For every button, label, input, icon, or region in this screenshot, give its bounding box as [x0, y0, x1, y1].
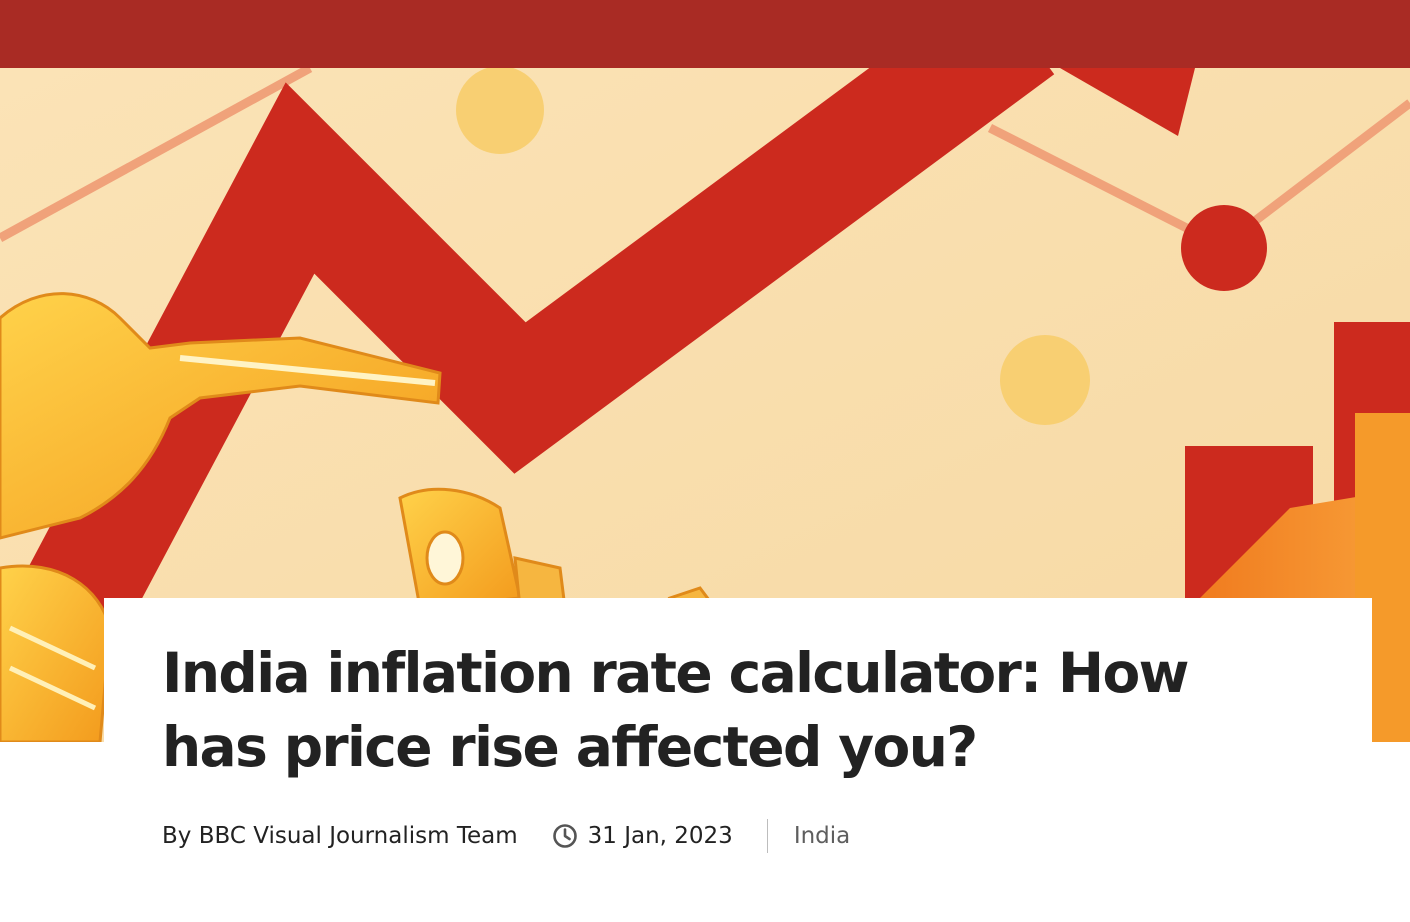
clock-icon — [552, 823, 578, 849]
circle-decoration — [1000, 335, 1090, 425]
article-byline: By BBC Visual Journalism Team — [162, 823, 518, 849]
fuel-nozzle — [0, 292, 442, 540]
rising-arrow — [0, 68, 1055, 695]
meta-divider — [766, 819, 768, 853]
circle-decoration — [456, 68, 544, 154]
topic-link-india[interactable]: India — [793, 823, 851, 849]
article-headline: India inflation rate calculator: How has… — [162, 641, 1189, 779]
article-date: 31 Jan, 2023 — [587, 823, 733, 849]
top-navigation-bar — [0, 0, 1410, 68]
article-meta: By BBC Visual Journalism Team 31 Jan, 20… — [162, 816, 850, 856]
arrow-head — [1060, 68, 1195, 136]
trend-line-left — [0, 68, 313, 242]
trend-point — [1181, 205, 1267, 291]
article-header-card — [104, 598, 1372, 922]
